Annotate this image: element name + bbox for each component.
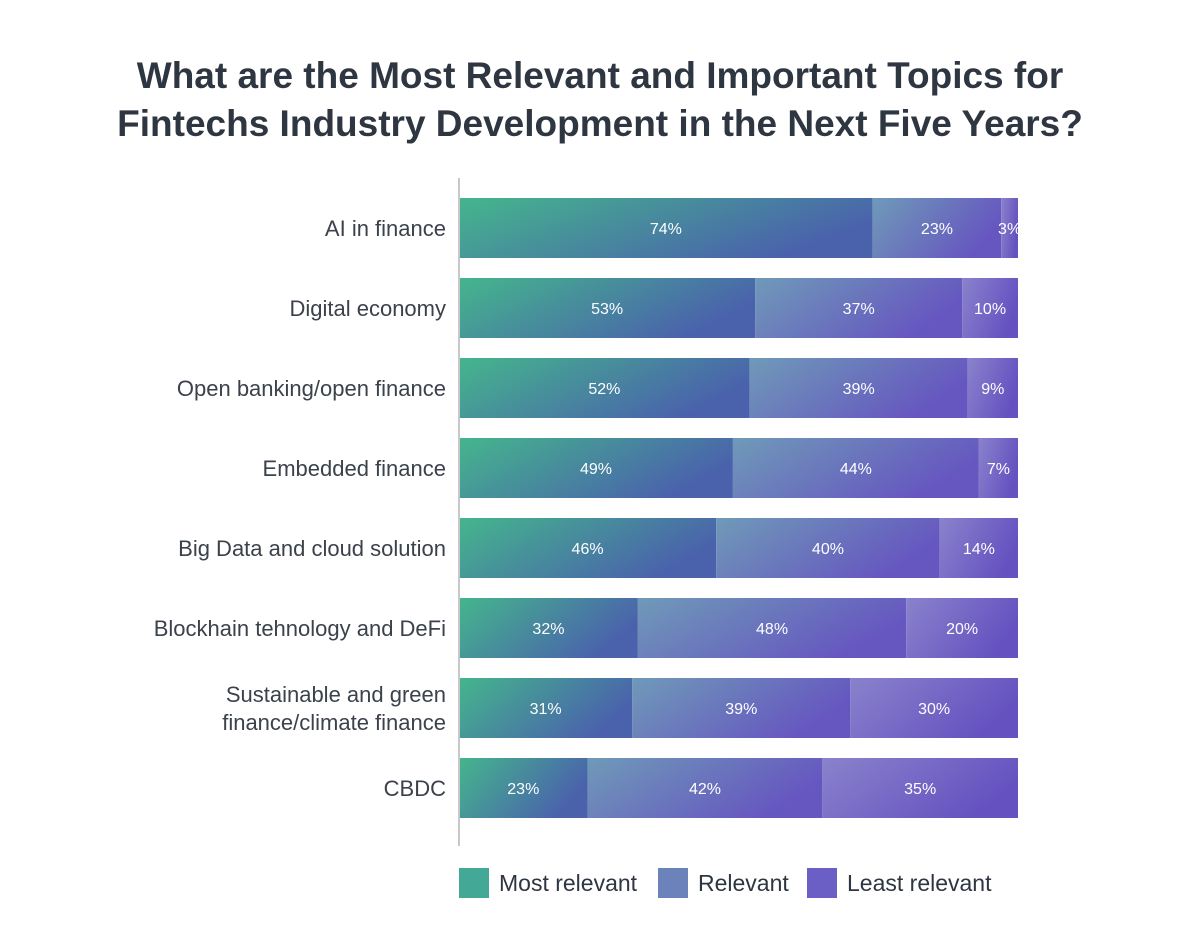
- data-label: 30%: [918, 701, 950, 718]
- data-label: 3%: [998, 221, 1021, 238]
- chart-title-line-1: What are the Most Relevant and Important…: [136, 55, 1064, 96]
- category-label: finance/climate finance: [222, 710, 446, 735]
- bar-segment-most-relevant: [459, 358, 750, 418]
- data-label: 35%: [904, 781, 936, 798]
- data-label: 49%: [580, 461, 612, 478]
- bar-segment-least-relevant: [962, 278, 1018, 338]
- data-label: 23%: [507, 781, 539, 798]
- chart-title-line-2: Fintechs Industry Development in the Nex…: [117, 103, 1083, 144]
- bar-segment-most-relevant: [459, 598, 638, 658]
- data-label: 48%: [756, 621, 788, 638]
- data-label: 44%: [840, 461, 872, 478]
- bar-segment-relevant: [637, 598, 907, 658]
- category-label: AI in finance: [325, 216, 446, 241]
- category-label: Sustainable and green: [226, 682, 446, 707]
- data-label: 53%: [591, 301, 623, 318]
- bar-segment-relevant: [587, 758, 823, 818]
- legend-swatch: [807, 868, 837, 898]
- data-label: 10%: [974, 301, 1006, 318]
- data-label: 7%: [987, 461, 1010, 478]
- data-label: 52%: [588, 381, 620, 398]
- category-label: Open banking/open finance: [177, 376, 446, 401]
- data-label: 20%: [946, 621, 978, 638]
- data-label: 32%: [532, 621, 564, 638]
- bar-segment-most-relevant: [459, 198, 873, 258]
- bar-segment-relevant: [872, 198, 1002, 258]
- category-label: Big Data and cloud solution: [178, 536, 446, 561]
- data-label: 23%: [921, 221, 953, 238]
- bar-segment-relevant: [755, 278, 963, 338]
- chart-title: What are the Most Relevant and Important…: [0, 52, 1200, 148]
- data-label: 9%: [981, 381, 1004, 398]
- bar-segment-most-relevant: [459, 278, 756, 338]
- bar-segment-least-relevant: [967, 358, 1018, 418]
- bar-segment-least-relevant: [850, 678, 1018, 738]
- legend-swatch: [459, 868, 489, 898]
- data-label: 42%: [689, 781, 721, 798]
- bar-segment-most-relevant: [459, 518, 717, 578]
- bar-segment-most-relevant: [459, 438, 733, 498]
- bar-segment-most-relevant: [459, 758, 588, 818]
- bar-segment-relevant: [716, 518, 940, 578]
- bar-segment-relevant: [732, 438, 979, 498]
- category-label: CBDC: [384, 776, 446, 801]
- bar-segment-relevant: [749, 358, 968, 418]
- category-label: Blockhain tehnology and DeFi: [154, 616, 446, 641]
- data-label: 46%: [572, 541, 604, 558]
- bar-segment-relevant: [632, 678, 851, 738]
- data-label: 31%: [530, 701, 562, 718]
- data-label: 40%: [812, 541, 844, 558]
- category-label: Embedded finance: [263, 456, 446, 481]
- data-label: 37%: [843, 301, 875, 318]
- data-label: 39%: [725, 701, 757, 718]
- bar-segment-most-relevant: [459, 678, 633, 738]
- bar-segment-least-relevant: [939, 518, 1018, 578]
- data-label: 14%: [963, 541, 995, 558]
- legend-label: Most relevant: [499, 870, 638, 896]
- category-label: Digital economy: [289, 296, 446, 321]
- bar-segment-least-relevant: [906, 598, 1018, 658]
- legend-label: Relevant: [698, 870, 789, 896]
- bar-segment-least-relevant: [978, 438, 1018, 498]
- legend: Most relevant Relevant Least relevant: [459, 868, 992, 898]
- legend-swatch: [658, 868, 688, 898]
- bar-segment-least-relevant: [1001, 198, 1018, 258]
- legend-label: Least relevant: [847, 870, 992, 896]
- data-label: 39%: [843, 381, 875, 398]
- data-label: 74%: [650, 221, 682, 238]
- bar-segment-least-relevant: [822, 758, 1018, 818]
